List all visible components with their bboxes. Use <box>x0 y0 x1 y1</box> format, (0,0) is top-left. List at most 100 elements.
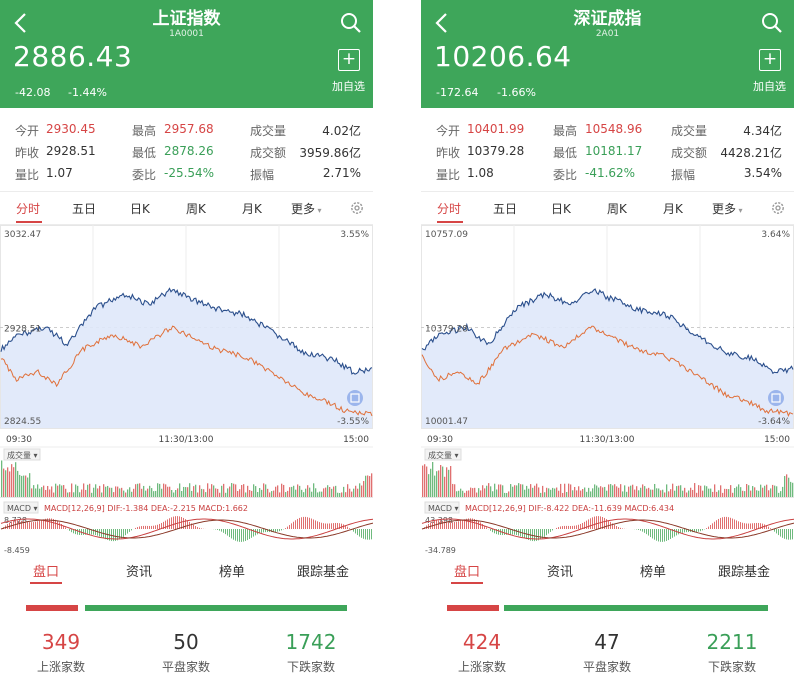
volume-bar <box>640 487 642 497</box>
add-watchlist-label[interactable]: 加自选 <box>753 80 786 93</box>
tab-order-book[interactable]: 盘口 <box>33 565 60 580</box>
macd-bar <box>299 517 300 529</box>
volume-bar <box>768 490 770 497</box>
macd-bar <box>53 518 54 529</box>
add-watchlist-label[interactable]: 加自选 <box>332 80 365 93</box>
volume-bar <box>646 488 648 497</box>
tab-tracking-funds[interactable]: 跟踪基金 <box>718 565 771 580</box>
volume-bar <box>726 488 728 497</box>
volume-bar <box>520 484 522 497</box>
macd-bar <box>584 521 585 529</box>
volume-bar <box>736 486 738 497</box>
tab-order-book[interactable]: 盘口 <box>454 565 481 580</box>
tab-rankings[interactable]: 榜单 <box>640 565 667 580</box>
volume-bar <box>241 485 243 497</box>
settings-gear-icon[interactable] <box>349 200 365 216</box>
volume-bar <box>534 485 536 497</box>
macd-bar <box>241 529 242 542</box>
tab-rankings[interactable]: 榜单 <box>219 565 246 580</box>
back-arrow-icon[interactable] <box>10 10 34 36</box>
volume-bar <box>81 489 83 497</box>
macd-bar <box>494 529 495 534</box>
tab-intraday[interactable]: 分时 <box>16 202 41 216</box>
tab-more[interactable]: 更多 ▾ <box>712 200 743 217</box>
volume-bar <box>309 487 311 497</box>
settings-gear-icon[interactable] <box>770 200 786 216</box>
volume-bar <box>169 486 171 497</box>
tab-weekly-k[interactable]: 周K <box>607 202 627 216</box>
macd-bar <box>325 523 326 529</box>
macd-bar <box>233 529 234 540</box>
volume-bar <box>259 488 261 497</box>
unchanged-count: 47 <box>594 630 620 654</box>
macd-bar <box>590 518 591 529</box>
search-icon[interactable] <box>339 11 363 35</box>
volume-bar <box>540 492 542 497</box>
volume-bar <box>696 492 698 497</box>
macd-bar <box>678 529 679 535</box>
stat-value: 4.02亿 <box>322 124 361 138</box>
stat-label: 量比 <box>15 168 40 182</box>
volume-bar <box>670 489 672 497</box>
volume-bar <box>554 488 556 497</box>
tab-more[interactable]: 更多 ▾ <box>291 200 322 217</box>
intraday-chart[interactable]: 3032.47 2928.51 2824.55 3.55% -3.55% 09:30 11:… <box>0 225 373 555</box>
tab-monthly-k[interactable]: 月K <box>663 202 683 216</box>
tab-news[interactable]: 资讯 <box>547 565 574 580</box>
search-icon[interactable] <box>760 11 784 35</box>
volume-bar <box>329 487 331 497</box>
volume-bar <box>506 492 508 497</box>
stat-value: 10401.99 <box>467 122 525 136</box>
macd-bar <box>113 529 114 542</box>
tab-weekly-k[interactable]: 周K <box>186 202 206 216</box>
volume-bar <box>732 492 734 497</box>
volume-bar <box>287 490 289 497</box>
time-start-label: 09:30 <box>427 435 453 445</box>
price-change: -172.64 <box>436 86 479 99</box>
time-start-label: 09:30 <box>6 435 32 445</box>
macd-bar <box>297 518 298 529</box>
tab-news[interactable]: 资讯 <box>126 565 153 580</box>
tab-daily-k[interactable]: 日K <box>130 202 150 216</box>
tab-five-day[interactable]: 五日 <box>493 202 518 216</box>
volume-bar <box>109 487 111 497</box>
macd-info: MACD[12,26,9] DIF:-1.384 DEA:-2.215 MACD… <box>44 504 248 513</box>
tab-daily-k[interactable]: 日K <box>551 202 571 216</box>
back-arrow-icon[interactable] <box>431 10 455 36</box>
volume-bar <box>315 488 317 497</box>
macd-bar <box>676 529 677 536</box>
stat-value: 2878.26 <box>164 144 214 158</box>
macd-bar <box>245 529 246 541</box>
macd-bar <box>89 529 90 535</box>
macd-bar <box>19 520 20 529</box>
tab-intraday[interactable]: 分时 <box>437 202 462 216</box>
volume-bar <box>502 485 504 497</box>
macd-label: MACD ▾ <box>428 504 459 513</box>
volume-bar <box>95 484 97 497</box>
stat-value: 1.07 <box>46 166 73 180</box>
tab-tracking-funds[interactable]: 跟踪基金 <box>297 565 350 580</box>
macd-bar <box>301 517 302 529</box>
volume-bar <box>31 488 33 497</box>
macd-bar <box>21 520 22 529</box>
volume-bar <box>574 486 576 497</box>
volume-bar <box>594 484 596 497</box>
macd-bar <box>69 529 70 531</box>
intraday-chart[interactable]: 10757.09 10379.28 10001.47 3.64% -3.64% 09:30… <box>421 225 794 555</box>
add-watchlist-button[interactable]: + <box>338 49 360 71</box>
volume-bar <box>740 487 742 497</box>
volume-bar <box>668 491 670 497</box>
volume-bar <box>438 470 440 497</box>
macd-bar <box>660 529 661 542</box>
macd-bar <box>159 523 160 529</box>
macd-bar <box>25 521 26 529</box>
volume-bar <box>648 487 650 497</box>
tab-monthly-k[interactable]: 月K <box>242 202 262 216</box>
volume-bar <box>135 484 137 497</box>
tab-five-day[interactable]: 五日 <box>72 202 97 216</box>
macd-bottom-value: -34.789 <box>425 546 456 555</box>
decline-ratio-bar <box>504 605 768 611</box>
macd-bar <box>277 529 278 532</box>
volume-bar <box>538 487 540 497</box>
add-watchlist-button[interactable]: + <box>759 49 781 71</box>
